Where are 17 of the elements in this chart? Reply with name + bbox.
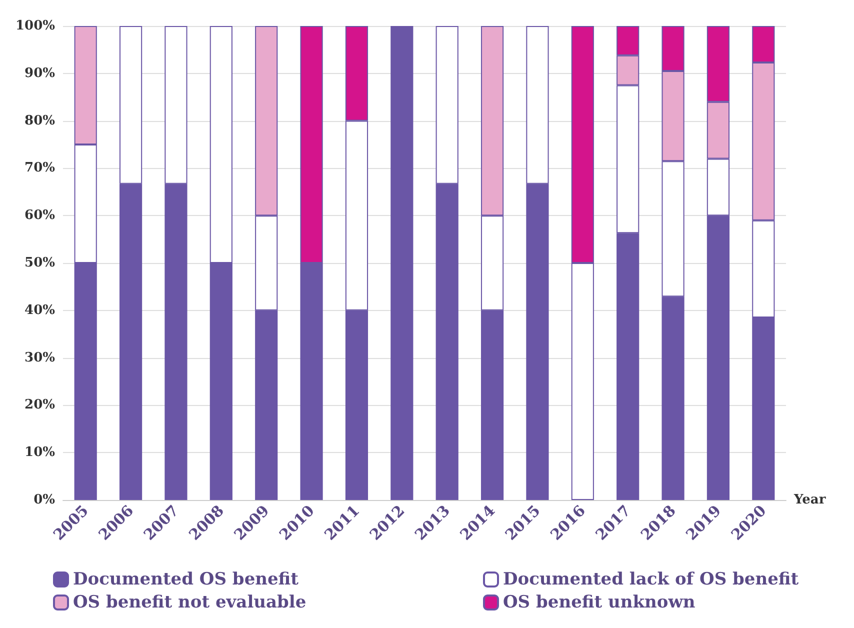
y-tick-label: 90% bbox=[24, 66, 56, 81]
y-tick-label: 70% bbox=[24, 160, 56, 176]
y-tick-label: 10% bbox=[24, 445, 56, 460]
legend-label: OS benefit unknown bbox=[503, 592, 696, 612]
y-tick-label: 80% bbox=[24, 113, 56, 128]
y-tick-label: 0% bbox=[34, 492, 56, 508]
bar bbox=[390, 26, 414, 500]
y-tick-label: 60% bbox=[24, 208, 56, 224]
legend-label: OS benefit not evaluable bbox=[73, 592, 306, 612]
y-tick-label: 100% bbox=[16, 18, 56, 34]
legend-label: Documented OS benefit bbox=[73, 570, 299, 590]
y-tick-label: 40% bbox=[24, 302, 56, 318]
x-axis-title: Year bbox=[793, 492, 826, 508]
legend-label: Documented lack of OS benefit bbox=[503, 570, 799, 590]
y-tick-label: 20% bbox=[24, 398, 56, 413]
y-tick-label: 50% bbox=[24, 256, 56, 270]
y-tick-label: 30% bbox=[24, 350, 56, 366]
